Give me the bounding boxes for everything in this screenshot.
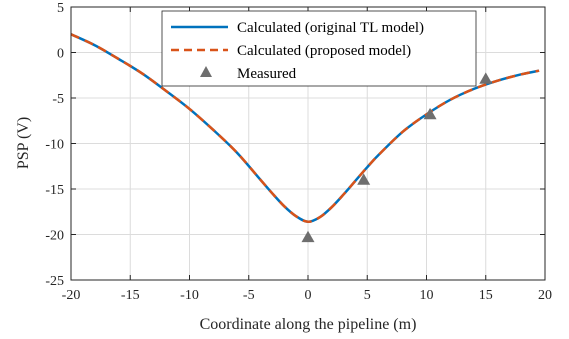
legend-label-proposed: Calculated (proposed model) [237, 43, 411, 59]
ticks [70, 6, 546, 281]
x-tick-label: 0 [305, 288, 312, 303]
x-tick-label: -10 [180, 288, 199, 303]
legend-label-original: Calculated (original TL model) [237, 20, 424, 36]
legend: Calculated (original TL model) Calculate… [161, 10, 477, 87]
x-tick-label: -15 [121, 288, 140, 303]
series-layer [70, 33, 540, 243]
x-tick-label: 20 [538, 288, 552, 303]
legend-label-measured: Measured [237, 66, 297, 82]
x-tick-label: 5 [364, 288, 371, 303]
measured-marker [357, 173, 371, 185]
x-tick-label: -20 [62, 288, 81, 303]
y-axis-label: PSP (V) [15, 117, 32, 169]
y-tick-label: -10 [45, 138, 64, 153]
legend-marker-measured [200, 66, 212, 77]
y-tick-label: -5 [52, 92, 64, 107]
y-tick-label: -25 [45, 274, 64, 289]
legend-box [161, 10, 477, 87]
measured-marker [423, 107, 437, 120]
y-tick-label: -20 [45, 229, 64, 244]
series-line-proposed [70, 33, 540, 224]
y-tick-label: -15 [45, 183, 64, 198]
x-tick-label: -5 [243, 288, 255, 303]
tick-labels: -20 -15 -10 -5 0 5 10 15 20-25-20-15-10-505 [45, 1, 552, 303]
x-tick-label: 10 [420, 288, 434, 303]
measured-marker [301, 230, 315, 243]
x-tick-label: 15 [479, 288, 493, 303]
y-tick-label: 0 [57, 47, 64, 62]
y-tick-label: 5 [57, 1, 64, 16]
measured-marker [479, 72, 493, 84]
x-axis-label: Coordinate along the pipeline (m) [200, 316, 417, 333]
